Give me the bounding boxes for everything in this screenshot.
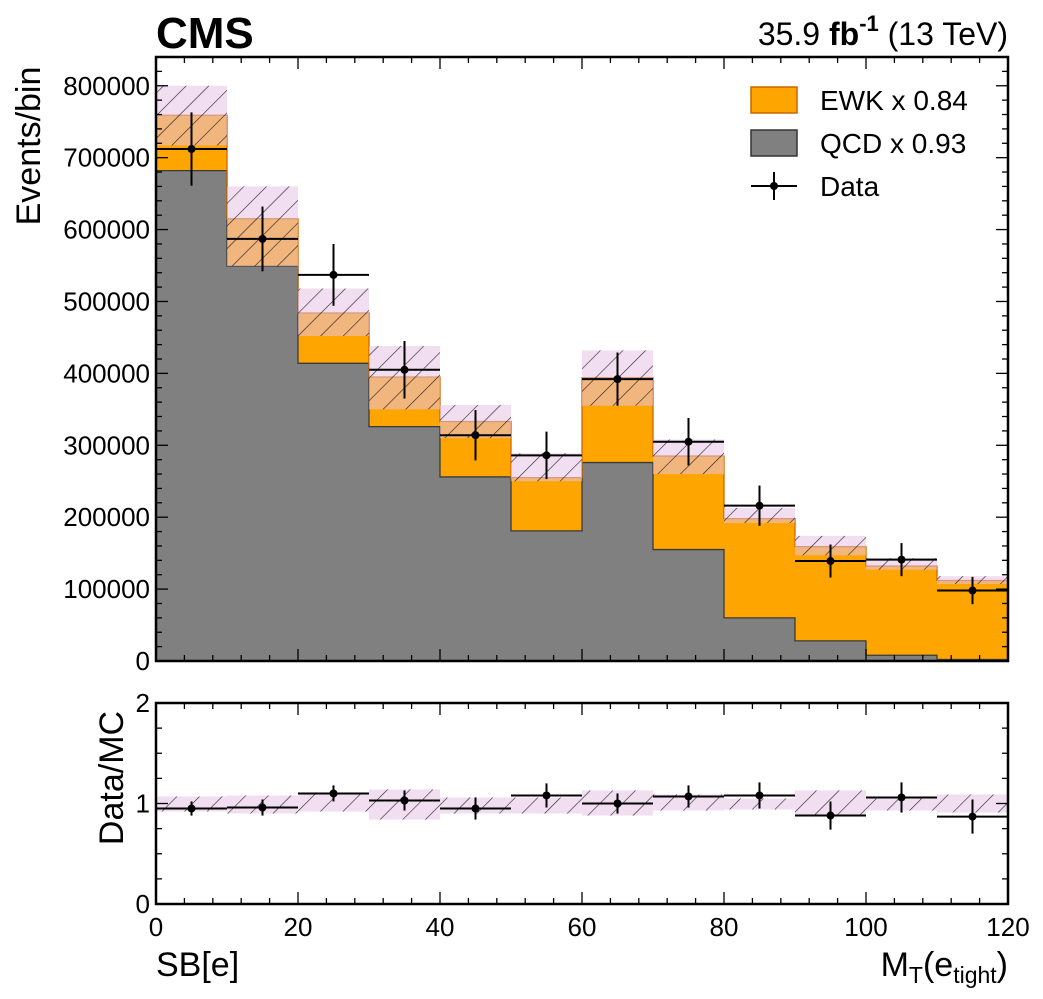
- energy-label: (13 TeV): [888, 16, 1008, 52]
- region-label: SB[e]: [156, 946, 239, 984]
- ratio-point: [187, 804, 196, 813]
- bar-ewk: [724, 518, 795, 618]
- data-point: [684, 437, 693, 446]
- bar-qcd: [724, 617, 795, 661]
- data-point: [968, 586, 977, 595]
- x-tick-label: 80: [710, 912, 739, 942]
- legend: EWK x 0.84 QCD x 0.93 Data: [750, 85, 968, 202]
- bar-qcd: [298, 363, 369, 661]
- x-tick-label: 20: [284, 912, 313, 942]
- ratio-y-tick-label: 0: [136, 889, 150, 919]
- bar-qcd: [227, 266, 298, 661]
- ratio-point: [329, 789, 338, 798]
- y-tick-label: 0: [136, 646, 150, 676]
- y-tick-label: 400000: [63, 358, 150, 388]
- ratio-point: [613, 799, 622, 808]
- x-tick-label: 120: [986, 912, 1029, 942]
- x-axis-label: MT(etight): [881, 946, 1008, 988]
- ratio-point: [684, 792, 693, 801]
- y-tick-label: 100000: [63, 574, 150, 604]
- data-point: [826, 557, 835, 566]
- y-tick-label: 600000: [63, 215, 150, 245]
- lumi-unit: fb: [829, 16, 859, 52]
- legend-data-marker: [770, 182, 778, 190]
- legend-label-qcd: QCD x 0.93: [820, 128, 966, 159]
- ratio-point: [968, 812, 977, 821]
- legend-label-data: Data: [820, 171, 880, 202]
- legend-label-ewk: EWK x 0.84: [820, 85, 968, 116]
- data-point: [258, 234, 267, 243]
- bar-ewk: [866, 566, 937, 656]
- bar-qcd: [156, 170, 227, 661]
- lumi-value: 35.9: [758, 16, 820, 52]
- data-point: [329, 270, 338, 279]
- ratio-point: [755, 791, 764, 800]
- y-tick-label: 700000: [63, 143, 150, 173]
- y-tick-label: 800000: [63, 71, 150, 101]
- data-point: [755, 501, 764, 510]
- ratio-y-tick-label: 1: [136, 789, 150, 819]
- ratio-point: [897, 793, 906, 802]
- bar-ewk: [511, 477, 582, 531]
- bar-qcd: [582, 462, 653, 661]
- y-tick-label: 500000: [63, 286, 150, 316]
- data-point: [187, 145, 196, 154]
- bar-qcd: [369, 426, 440, 661]
- ratio-point: [400, 796, 409, 805]
- bar-qcd: [795, 640, 866, 661]
- bar-qcd: [866, 655, 937, 661]
- x-tick-label: 100: [844, 912, 887, 942]
- data-point: [897, 555, 906, 564]
- ratio-point: [471, 804, 480, 813]
- data-point: [542, 451, 551, 460]
- y-tick-label: 200000: [63, 502, 150, 532]
- x-tick-label: 60: [568, 912, 597, 942]
- y-tick-label: 300000: [63, 430, 150, 460]
- ratio-y-tick-label: 2: [136, 688, 150, 718]
- legend-swatch-qcd: [750, 129, 798, 157]
- x-tick-label: 0: [149, 912, 163, 942]
- ratio-panel: 0 20 40 60 80 100 120 0 1 2: [136, 688, 1030, 942]
- legend-swatch-ewk: [750, 86, 798, 114]
- luminosity-label: 35.9 fb-1 (13 TeV): [758, 11, 1008, 52]
- x-tick-label: 40: [426, 912, 455, 942]
- data-point: [400, 365, 409, 374]
- ratio-point: [826, 811, 835, 820]
- main-panel: 0 100000 200000 300000 400000 500000 600000 700…: [63, 55, 1010, 676]
- lumi-exponent: -1: [859, 11, 879, 36]
- ratio-point: [258, 803, 267, 812]
- data-point: [613, 375, 622, 384]
- ratio-band-hatch: [298, 792, 369, 812]
- experiment-label: CMS: [156, 9, 254, 58]
- bar-qcd: [440, 476, 511, 661]
- ratio-point: [542, 791, 551, 800]
- y-axis-label: Events/bin: [10, 67, 48, 226]
- ratio-y-axis-label: Data/MC: [93, 711, 131, 845]
- data-point: [471, 431, 480, 440]
- bar-qcd: [653, 549, 724, 661]
- bar-qcd: [511, 530, 582, 661]
